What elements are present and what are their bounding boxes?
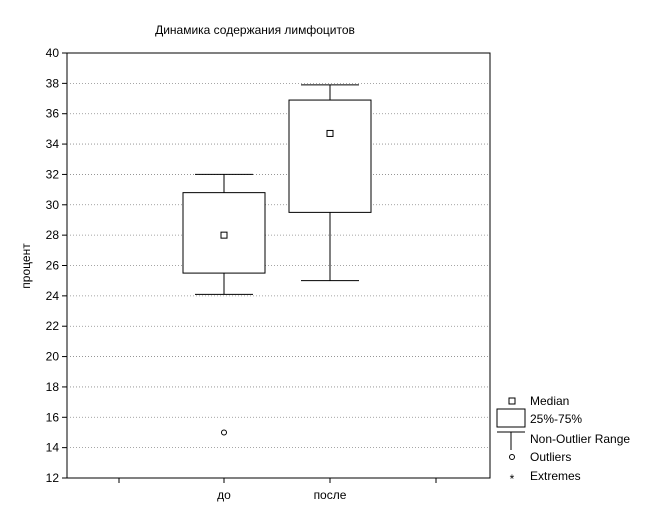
legend-median-icon <box>508 397 516 405</box>
y-tick-label: 22 <box>46 319 60 333</box>
y-tick-label: 38 <box>46 76 60 90</box>
y-tick-label: 40 <box>46 46 60 60</box>
legend-label: 25%-75% <box>530 412 582 426</box>
y-tick-label: 24 <box>46 289 60 303</box>
box-group-1 <box>182 173 266 436</box>
grid-layer <box>67 82 490 449</box>
legend-label: Extremes <box>530 469 581 483</box>
y-tick-label: 36 <box>46 107 60 121</box>
y-tick-label: 16 <box>46 410 60 424</box>
x-tick-label: до <box>217 488 231 502</box>
y-axis: 12 14 16 18 20 22 24 26 28 30 32 34 36 38 40 <box>46 46 67 485</box>
legend-extreme-icon: * <box>510 472 515 486</box>
outlier-point <box>221 429 227 436</box>
boxes-layer <box>182 84 372 436</box>
y-tick-label: 34 <box>46 137 60 151</box>
legend-item-box: 25%-75% <box>496 408 582 428</box>
y-tick-label: 28 <box>46 228 60 242</box>
legend-item-extreme: * Extremes <box>510 469 581 486</box>
legend-box-icon <box>496 408 526 428</box>
x-tick-label: после <box>314 488 347 502</box>
y-tick-label: 20 <box>46 350 60 364</box>
y-tick-label: 30 <box>46 198 60 212</box>
legend-outlier-icon <box>509 454 515 460</box>
median-marker <box>326 129 334 137</box>
y-axis-label: процент <box>19 243 33 289</box>
legend-item-median: Median <box>508 394 569 408</box>
y-tick-label: 18 <box>46 380 60 394</box>
legend-item-whisker: Non-Outlier Range <box>497 431 630 450</box>
y-tick-label: 12 <box>46 471 60 485</box>
legend-label: Outliers <box>530 450 571 464</box>
box-group-2 <box>288 84 372 282</box>
legend-item-outlier: Outliers <box>509 450 571 464</box>
y-tick-label: 26 <box>46 259 60 273</box>
x-axis: до после <box>118 478 437 502</box>
legend-label: Non-Outlier Range <box>530 432 630 446</box>
median-marker <box>220 231 228 239</box>
y-tick-label: 14 <box>46 441 60 455</box>
y-tick-label: 32 <box>46 167 60 181</box>
chart-title: Динамика содержания лимфоцитов <box>155 23 355 37</box>
legend: Median 25%-75% Non-Outlier Range Outliers * E… <box>496 394 630 486</box>
legend-label: Median <box>530 394 569 408</box>
iqr-box <box>288 99 372 213</box>
